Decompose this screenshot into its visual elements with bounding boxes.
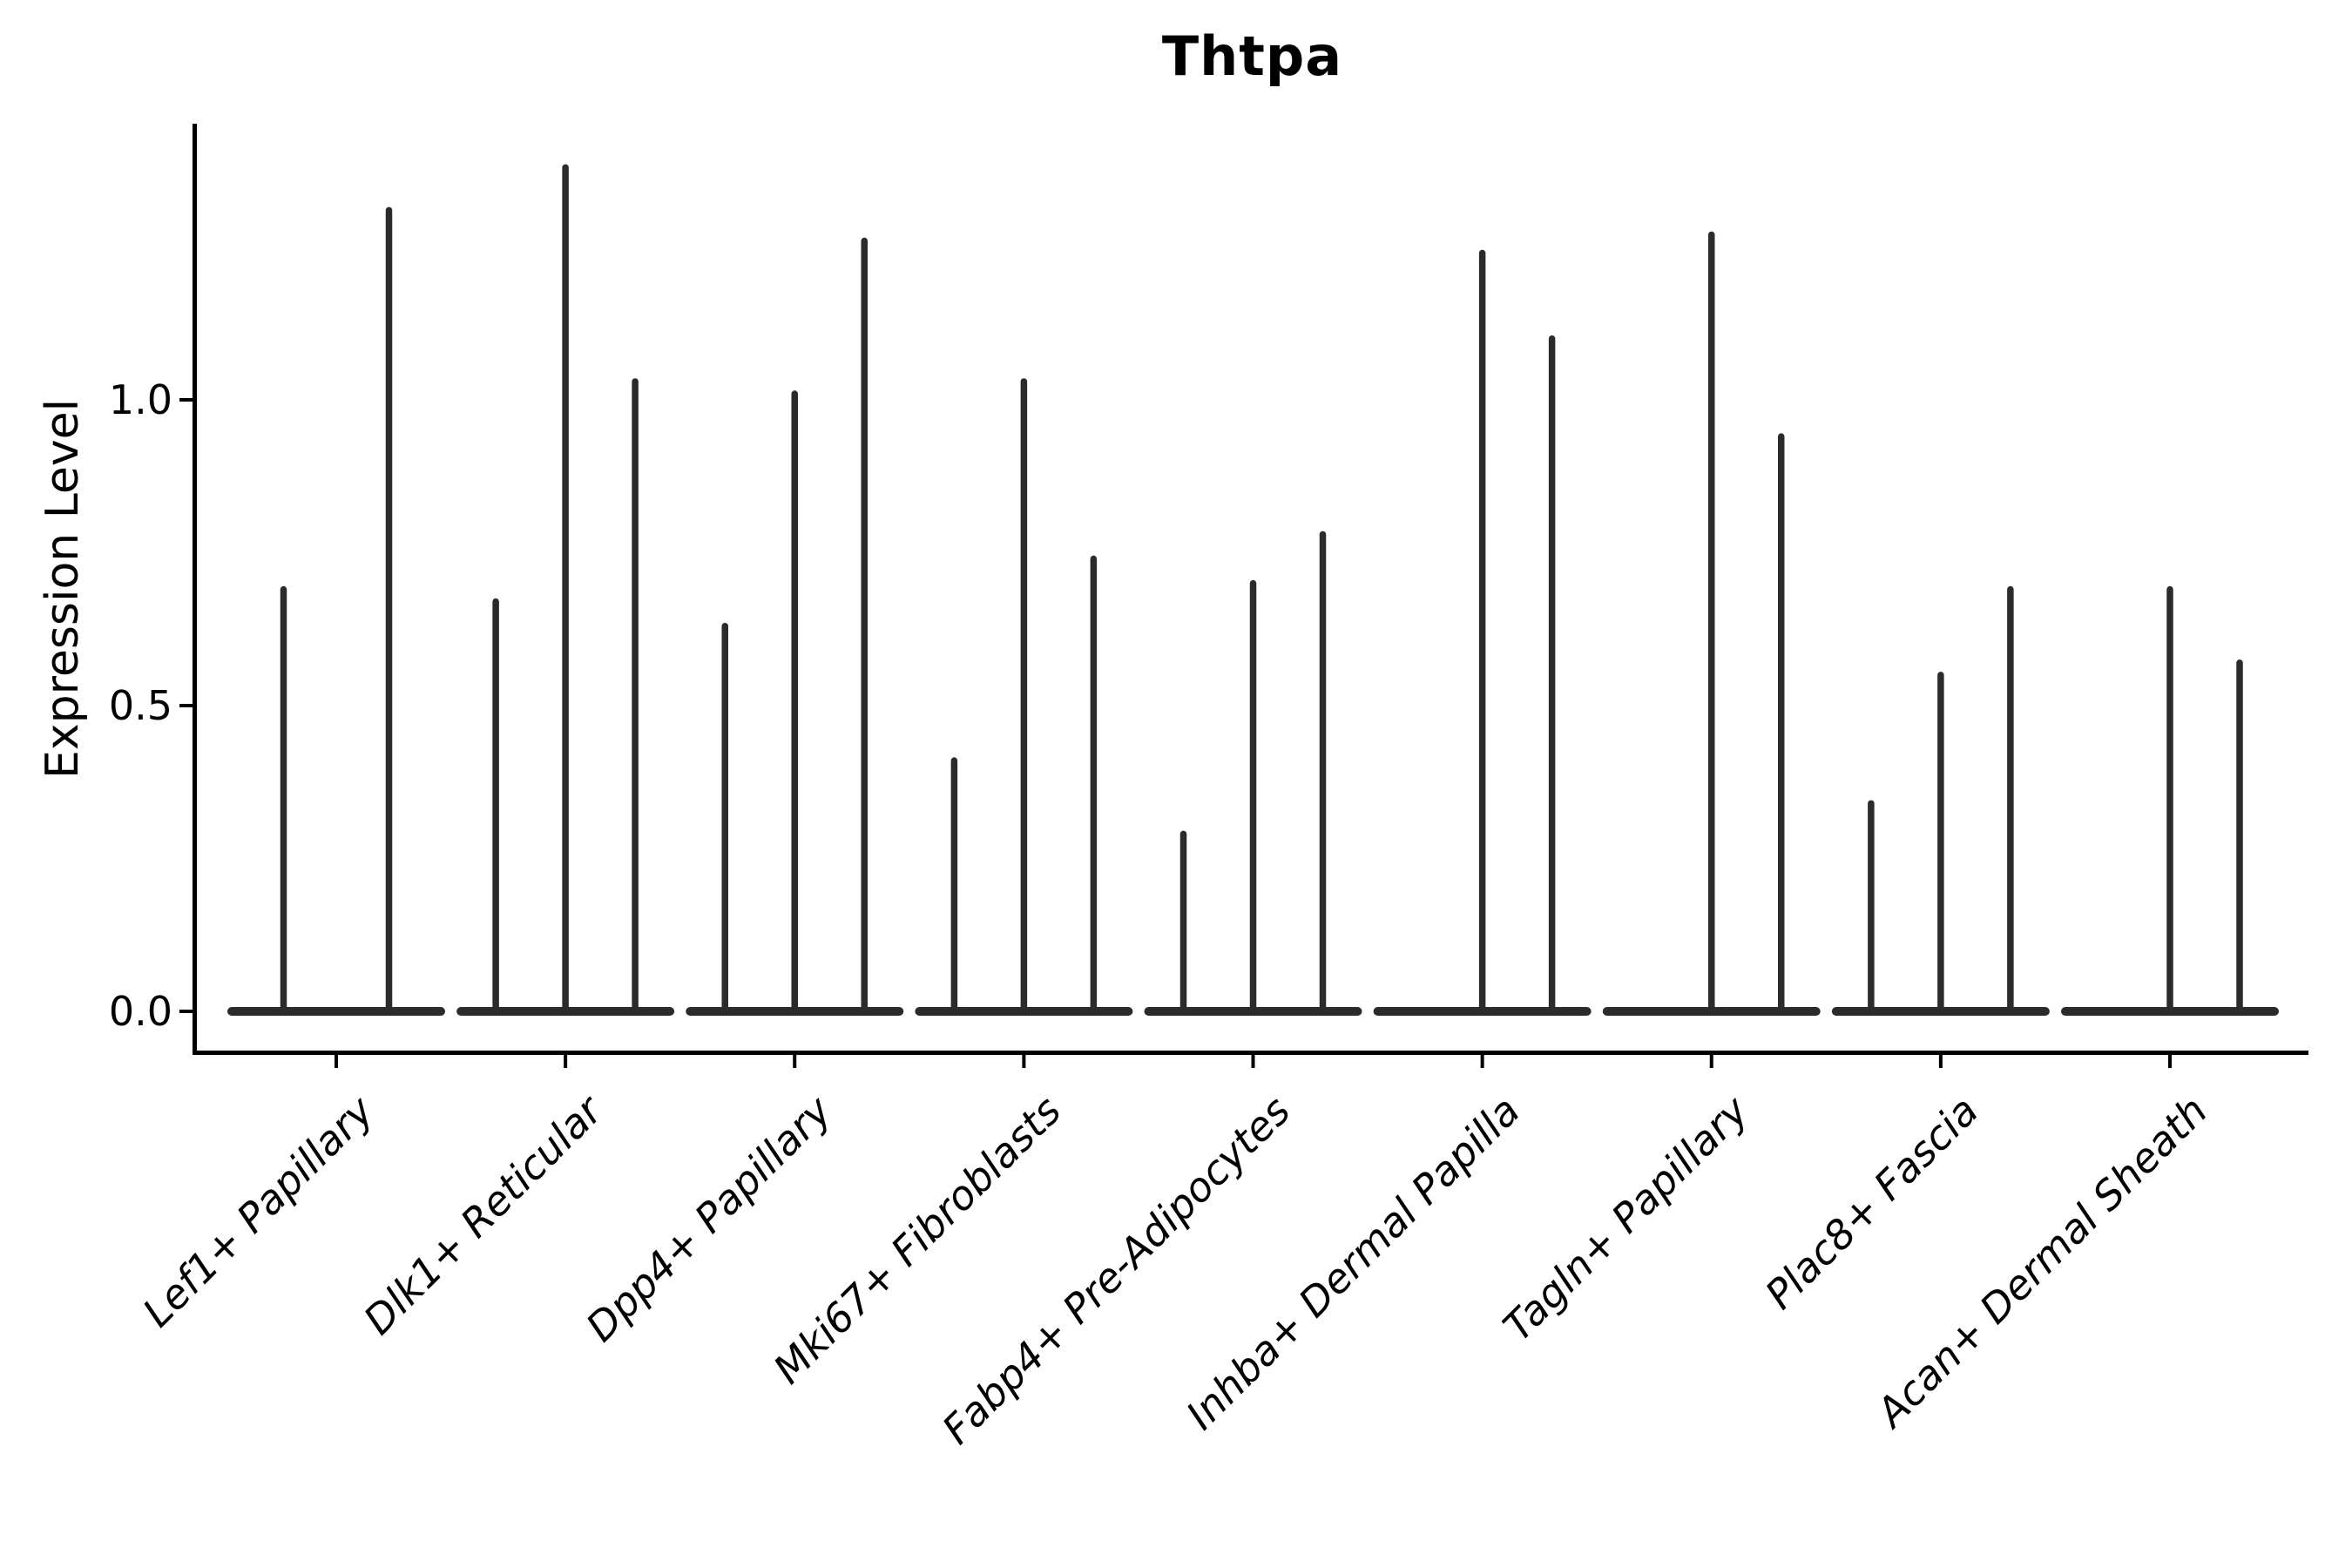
violin-group-5 xyxy=(1144,531,1362,1016)
y-tick-label: 1.0 xyxy=(108,376,172,423)
violin-group-1 xyxy=(227,206,445,1016)
violin-group-7 xyxy=(1602,231,1821,1016)
chart-title: Thtpa xyxy=(1161,24,1343,88)
violin-group-8 xyxy=(1831,585,2050,1016)
violin-group-9 xyxy=(2061,585,2279,1016)
violin-group-4 xyxy=(915,378,1133,1016)
violin-group-3 xyxy=(686,237,904,1016)
violin-group-2 xyxy=(456,164,675,1016)
violin-group-6 xyxy=(1373,249,1592,1016)
y-tick-label: 0.0 xyxy=(108,988,172,1035)
y-tick-label: 0.5 xyxy=(108,682,172,729)
